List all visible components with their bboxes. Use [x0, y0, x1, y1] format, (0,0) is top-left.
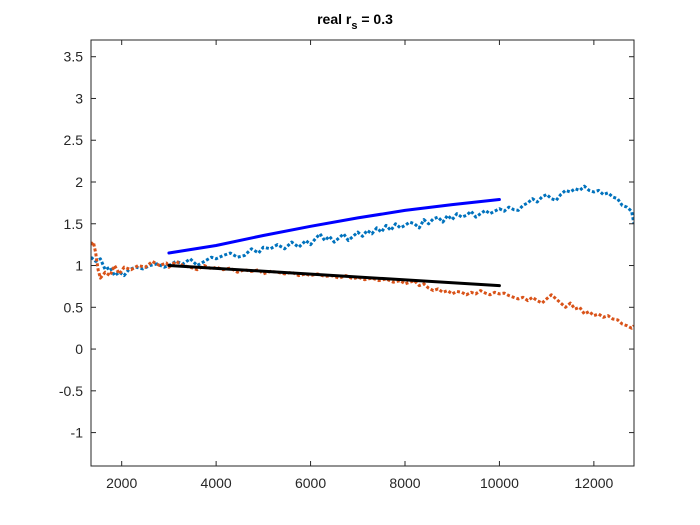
y-tick-label-3: 3 — [75, 90, 83, 106]
y-tick-label-1.5: 1.5 — [64, 216, 84, 232]
series-line-3 — [167, 198, 501, 255]
y-tick-label-2.5: 2.5 — [64, 132, 84, 148]
y-tick-label-0.5: 0.5 — [64, 299, 84, 315]
chart-title-main: real r — [317, 11, 352, 27]
x-tick-label-4000: 4000 — [201, 475, 232, 491]
y-tick-label-3.5: 3.5 — [64, 49, 84, 65]
series-line-2 — [91, 240, 634, 330]
x-tick-label-8000: 8000 — [389, 475, 420, 491]
x-tick-label-2000: 2000 — [106, 475, 137, 491]
x-tick-label-6000: 6000 — [295, 475, 326, 491]
y-tick-label-1: 1 — [75, 258, 83, 274]
plot-area — [91, 40, 634, 466]
y-tick-label--1: -1 — [71, 425, 84, 441]
x-tick-label-12000: 12000 — [574, 475, 613, 491]
x-tick-label-10000: 10000 — [480, 475, 519, 491]
series-layer — [91, 184, 634, 330]
series-line-4 — [167, 264, 501, 288]
chart-title-suffix: = 0.3 — [357, 11, 393, 27]
axes-box — [90, 39, 635, 467]
y-tick-label--0.5: -0.5 — [59, 383, 83, 399]
y-tick-label-2: 2 — [75, 174, 83, 190]
chart-title: real rs = 0.3 — [317, 11, 393, 32]
y-tick-label-0: 0 — [75, 341, 83, 357]
chart-title-subscript: s — [351, 20, 357, 32]
tick-layer: 2000 4000 6000 8000 10000 12000 -1 -0.5 0 0.5 1 1.5… — [59, 40, 634, 491]
